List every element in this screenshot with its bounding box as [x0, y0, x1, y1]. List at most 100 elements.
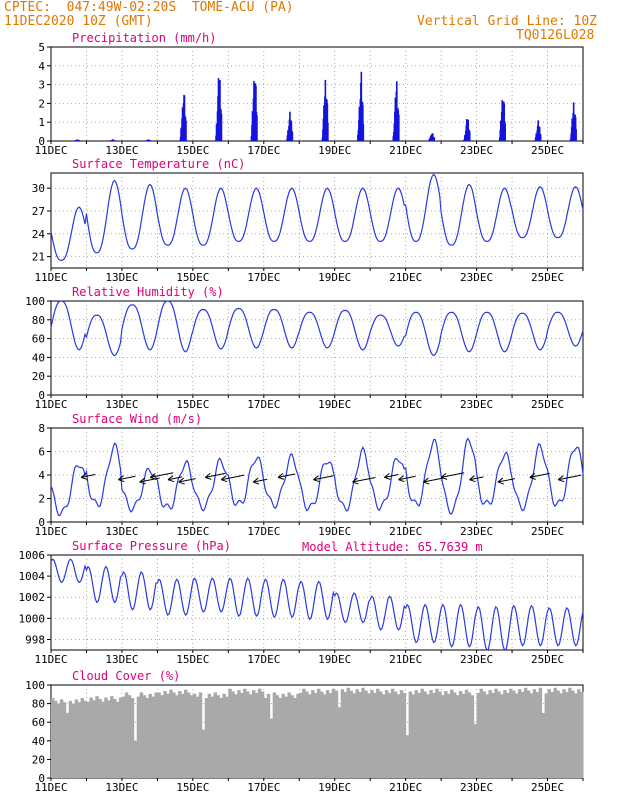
cloud-bar — [331, 688, 336, 778]
cloud-bar — [136, 696, 141, 778]
x-tick-label: 17DEC — [247, 781, 280, 794]
cloud-bar — [432, 692, 436, 778]
panel-wind: 0 2 4 6 8 11DEC 13DEC 15DEC 17DEC 19DEC 21DEC 23DEC… — [34, 412, 584, 538]
y-tick-label: 2 — [38, 97, 45, 110]
x-tick-label: 11DEC — [34, 398, 67, 411]
cloud-bar — [429, 690, 433, 778]
wind-vector — [469, 476, 484, 481]
cloud-bar — [482, 691, 486, 778]
x-tick-label: 23DEC — [460, 525, 493, 538]
cloud-bar — [411, 694, 416, 778]
y-tick-label: 4 — [38, 469, 45, 482]
precip-bar — [362, 104, 364, 141]
cloud-bar — [296, 693, 300, 778]
cloud-bar — [77, 702, 82, 778]
precip-bar — [220, 113, 223, 141]
y-tick-label: 40 — [32, 735, 45, 748]
cloud-bar — [450, 689, 454, 778]
rh-series — [50, 300, 584, 357]
wind-vector-head — [352, 477, 359, 485]
cloud-bar — [308, 694, 312, 778]
cloud-bar — [254, 692, 259, 778]
cloud-bar — [249, 694, 253, 778]
y-tick-label: 80 — [32, 314, 45, 327]
x-tick-label: 15DEC — [176, 398, 209, 411]
cloud-bar — [512, 690, 516, 778]
precip-bar — [256, 115, 258, 141]
cloud-bar — [101, 701, 105, 778]
x-tick-label: 15DEC — [176, 271, 209, 284]
cloud-bar — [317, 688, 321, 778]
cloud-bar — [71, 703, 76, 778]
y-tick-label: 4 — [38, 60, 45, 73]
cloud-bar — [544, 693, 549, 778]
panel-cloud: 0 20 40 60 80 100 11DEC 13DEC 15DEC 17DEC 19DEC 21D… — [25, 669, 584, 794]
model-altitude: Model Altitude: 65.7639 m — [302, 540, 483, 554]
x-tick-label: 21DEC — [389, 398, 422, 411]
temp-series — [50, 173, 584, 262]
y-tick-label: 1002 — [19, 591, 46, 604]
wind-vector — [167, 476, 183, 481]
cloud-bar — [216, 695, 220, 778]
panel-precip: 0 1 2 3 4 5 11DEC 13DEC 15DEC 17DEC 19DEC 21DEC 23DE… — [34, 31, 584, 157]
panel-title: Cloud Cover (%) — [72, 669, 180, 683]
cloud-bar — [142, 695, 147, 778]
x-tick-label: 21DEC — [389, 144, 422, 157]
wind-vector — [277, 473, 296, 478]
cloud-bar — [121, 696, 126, 778]
wind-vector — [529, 472, 550, 478]
x-tick-label: 19DEC — [318, 653, 351, 666]
wind-vector-head — [398, 475, 405, 483]
wind-vector-head — [149, 472, 157, 480]
cloud-bar — [532, 689, 537, 778]
cloud-bar — [390, 688, 395, 778]
precip-bar — [185, 120, 187, 141]
cloud-bar — [376, 688, 380, 778]
cloud-bar — [461, 693, 466, 778]
cloud-bar — [467, 692, 472, 778]
cloud-bar — [181, 693, 185, 778]
cloud-bar — [74, 699, 79, 778]
x-tick-label: 17DEC — [247, 525, 280, 538]
wind-vector — [352, 476, 376, 483]
panel-frame — [50, 554, 584, 651]
x-tick-label: 19DEC — [318, 781, 351, 794]
cloud-bar — [384, 690, 389, 778]
wind-vector-head — [220, 475, 228, 483]
precip-bar — [326, 103, 329, 141]
x-tick-label: 25DEC — [531, 653, 564, 666]
y-tick-label: 40 — [32, 351, 45, 364]
cloud-bar — [458, 691, 463, 778]
cloud-bar — [538, 687, 543, 778]
cloud-bar — [379, 691, 383, 778]
cloud-bar — [340, 689, 345, 778]
cloud-bar — [51, 698, 55, 778]
cloud-bar — [59, 699, 64, 778]
cloud-bar — [322, 694, 327, 778]
precip-bar — [398, 114, 400, 141]
cloud-bar — [127, 695, 132, 778]
panel-title: Relative Humidity (%) — [72, 285, 224, 299]
x-tick-label: 13DEC — [105, 398, 138, 411]
grid-note: Vertical Grid Line: 10Z — [417, 14, 598, 29]
cloud-bar — [163, 691, 167, 778]
cloud-bar — [243, 688, 247, 778]
wind-vector-head — [557, 475, 565, 483]
x-tick-label: 21DEC — [389, 271, 422, 284]
cloud-bar — [124, 692, 129, 778]
cloud-bar — [228, 688, 232, 778]
wind-vector — [497, 478, 515, 483]
cloud-bar — [299, 692, 303, 778]
cloud-bar — [154, 692, 158, 778]
wind-vector-head — [118, 475, 125, 483]
y-tick-label: 100 — [25, 679, 45, 692]
wind-vector — [150, 472, 174, 478]
cloud-bar — [503, 690, 507, 778]
station-code: TQ0126L028 — [516, 28, 595, 43]
cloud-bar — [222, 693, 226, 778]
cloud-bar — [517, 689, 522, 778]
panel-title: Surface Temperature (nC) — [72, 157, 245, 171]
cloud-bar — [559, 693, 563, 778]
cloud-bar — [305, 691, 309, 778]
x-tick-label: 17DEC — [247, 144, 280, 157]
